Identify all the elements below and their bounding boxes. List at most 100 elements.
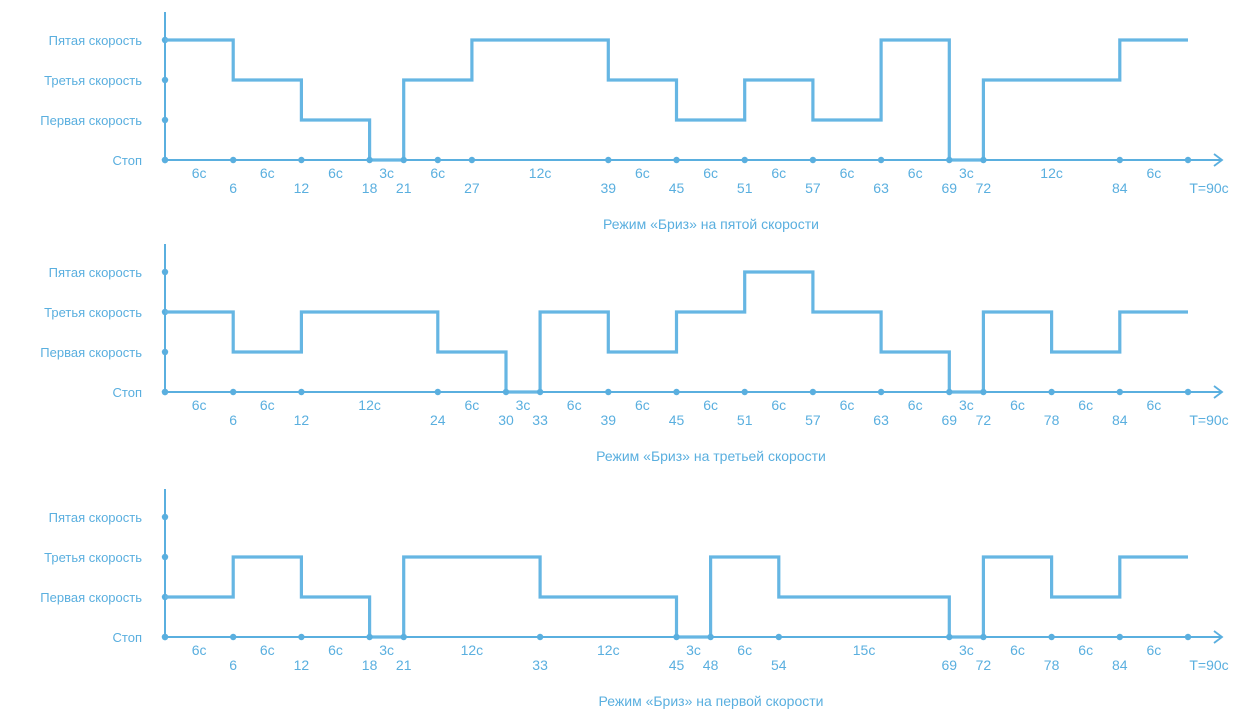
duration-label: 12с xyxy=(597,642,620,658)
x-tick-label: 72 xyxy=(976,412,992,428)
x-tick-label: 57 xyxy=(805,180,821,196)
chart-title: Режим «Бриз» на третьей скорости xyxy=(596,448,826,464)
duration-label: 6с xyxy=(567,397,582,413)
x-axis-dot xyxy=(1048,633,1055,641)
duration-label: 6с xyxy=(328,165,343,181)
x-tick-label: 51 xyxy=(737,180,753,196)
x-axis-dot xyxy=(673,156,680,164)
x-tick-label: 33 xyxy=(532,657,548,673)
x-axis-dot xyxy=(1116,633,1124,641)
x-tick-label: 6 xyxy=(229,657,237,673)
x-tick-label: 45 xyxy=(669,180,685,196)
chart-title: Режим «Бриз» на первой скорости xyxy=(599,693,824,709)
x-axis-dot xyxy=(161,156,169,164)
x-axis-dot xyxy=(536,633,544,641)
x-tick-label: 78 xyxy=(1044,657,1060,673)
y-level-dot xyxy=(161,553,169,561)
x-axis-dot xyxy=(1048,388,1055,396)
duration-label: 15с xyxy=(853,642,876,658)
y-level-label: Стоп xyxy=(113,385,142,400)
x-axis-dot xyxy=(741,156,748,164)
x-tick-label: 57 xyxy=(805,412,821,428)
duration-label: 12с xyxy=(358,397,381,413)
x-tick-label: 18 xyxy=(362,180,378,196)
y-level-label: Первая скорость xyxy=(40,113,142,128)
x-axis-dot xyxy=(366,156,373,164)
duration-label: 6с xyxy=(1010,397,1025,413)
duration-label: 12с xyxy=(461,642,484,658)
x-tick-label: 63 xyxy=(873,412,889,428)
x-axis-dot xyxy=(1116,156,1124,164)
y-level-dot xyxy=(161,348,169,356)
x-axis-dot xyxy=(1184,156,1192,164)
x-axis-dot xyxy=(605,156,612,164)
x-tick-label: 45 xyxy=(669,412,685,428)
x-axis-arrow xyxy=(1213,153,1224,167)
x-tick-label: 6 xyxy=(229,412,237,428)
duration-label: 6с xyxy=(260,397,275,413)
duration-label: 6с xyxy=(465,397,480,413)
x-end-label: T=90с xyxy=(1189,657,1228,673)
duration-label: 6с xyxy=(260,165,275,181)
y-level-label: Пятая скорость xyxy=(49,265,143,280)
x-tick-label: 48 xyxy=(703,657,719,673)
x-tick-label: 45 xyxy=(669,657,685,673)
duration-label: 6с xyxy=(328,642,343,658)
x-axis-dot xyxy=(707,633,714,641)
duration-label: 6с xyxy=(703,397,718,413)
duration-label: 3с xyxy=(686,642,701,658)
x-axis-arrow xyxy=(1213,385,1224,399)
duration-label: 6с xyxy=(1078,397,1093,413)
x-axis-dot xyxy=(161,388,169,396)
x-axis-dot xyxy=(400,156,407,164)
x-axis-arrow xyxy=(1213,630,1224,644)
y-level-dot xyxy=(161,268,169,276)
chart-panel-2: Стоп Первая скорость Третья скорость Пятая … xyxy=(40,244,1229,464)
duration-label: 6с xyxy=(192,397,207,413)
duration-label: 6с xyxy=(1078,642,1093,658)
x-axis-dot xyxy=(877,388,885,396)
x-axis-dot xyxy=(400,633,407,641)
speed-series-line xyxy=(165,555,1188,639)
x-tick-label: 12 xyxy=(294,180,310,196)
x-axis-dot xyxy=(809,388,817,396)
duration-label: 6с xyxy=(260,642,275,658)
x-axis-dot xyxy=(502,388,510,396)
duration-label: 6с xyxy=(192,165,207,181)
duration-label: 6с xyxy=(1147,642,1162,658)
x-tick-label: 63 xyxy=(873,180,889,196)
duration-label: 6с xyxy=(908,397,923,413)
x-axis-dot xyxy=(298,156,305,164)
x-axis-dot xyxy=(230,633,237,641)
y-level-label: Третья скорость xyxy=(44,550,142,565)
x-tick-label: 39 xyxy=(601,412,617,428)
duration-label: 6с xyxy=(1147,397,1162,413)
duration-label: 3с xyxy=(959,397,974,413)
x-axis-dot xyxy=(980,156,987,164)
x-axis-dot xyxy=(946,156,953,164)
duration-label: 6с xyxy=(635,165,650,181)
duration-label: 3с xyxy=(379,642,394,658)
x-axis-dot xyxy=(230,388,237,396)
duration-label: 6с xyxy=(840,165,855,181)
x-axis-dot xyxy=(434,156,441,164)
x-axis-dot xyxy=(605,388,612,396)
x-axis-dot xyxy=(673,633,680,641)
x-axis-dot xyxy=(741,388,748,396)
duration-label: 6с xyxy=(771,397,786,413)
duration-label: 12с xyxy=(529,165,552,181)
x-end-label: T=90с xyxy=(1189,412,1228,428)
y-level-label: Стоп xyxy=(113,630,142,645)
x-tick-label: 54 xyxy=(771,657,787,673)
duration-label: 3с xyxy=(959,642,974,658)
duration-label: 6с xyxy=(771,165,786,181)
y-level-label: Первая скорость xyxy=(40,590,142,605)
x-axis-dot xyxy=(809,156,817,164)
x-end-label: T=90с xyxy=(1189,180,1228,196)
x-axis-dot xyxy=(161,633,169,641)
duration-label: 6с xyxy=(192,642,207,658)
y-level-dot xyxy=(161,513,169,521)
x-tick-label: 33 xyxy=(532,412,548,428)
x-tick-label: 39 xyxy=(601,180,617,196)
